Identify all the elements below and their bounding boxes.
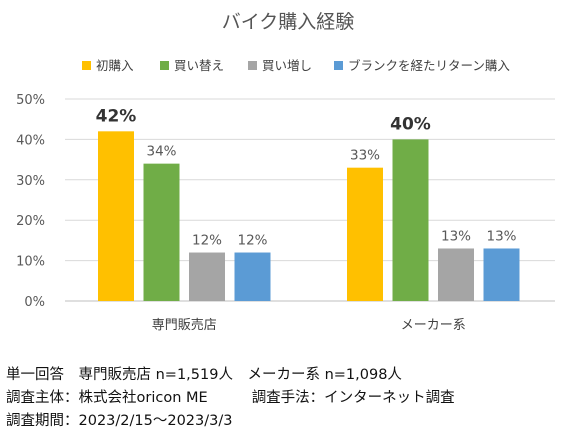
y-tick-label: 10% <box>16 255 45 270</box>
legend-swatch <box>248 61 257 70</box>
footer-notes: 単一回答 専門販売店 n=1,519人 メーカー系 n=1,098人 調査主体：… <box>6 364 576 433</box>
x-tick-label: 専門販売店 <box>152 317 217 333</box>
bar <box>438 248 474 301</box>
bar <box>189 252 225 301</box>
legend-swatch <box>334 61 343 70</box>
legend: 初購入 買い替え 買い増し ブランクを経たリターン購入 <box>82 58 510 73</box>
y-tick-label: 50% <box>16 93 45 108</box>
legend-swatch <box>160 61 169 70</box>
legend-label: ブランクを経たリターン購入 <box>348 58 510 73</box>
data-label: 33% <box>350 148 380 164</box>
footer-survey-organizer: 調査主体：株式会社oricon ME <box>6 390 208 406</box>
bar <box>98 131 134 301</box>
legend-label: 初購入 <box>96 58 134 73</box>
y-tick-label: 40% <box>16 133 45 148</box>
y-axis: 0% 10% 20% 30% 40% 50% <box>16 93 45 310</box>
x-axis: 専門販売店 メーカー系 <box>152 317 466 333</box>
bar <box>234 252 271 301</box>
legend-label: 買い増し <box>262 58 312 73</box>
footer-survey-period: 調査期間：2023/2/15～2023/3/3 <box>6 413 233 429</box>
data-label: 40% <box>390 114 431 134</box>
y-tick-label: 0% <box>24 295 45 310</box>
bar <box>347 167 383 301</box>
footer-survey-method: 調査手法：インターネット調査 <box>251 390 455 406</box>
bars: 42% 34% 12% 12% 33% 40% 13% 13% <box>96 106 520 301</box>
bar <box>392 139 429 301</box>
x-tick-label: メーカー系 <box>401 318 466 333</box>
legend-label: 買い替え <box>174 58 224 73</box>
bar <box>483 248 520 301</box>
footer-sample-size: 単一回答 専門販売店 n=1,519人 メーカー系 n=1,098人 <box>6 367 402 383</box>
bar <box>143 163 180 301</box>
chart-area: バイク購入経験 初購入 買い替え 買い増し ブランクを経たリターン購入 0% 10% 20… <box>16 11 555 333</box>
gridlines <box>65 98 555 302</box>
legend-swatch <box>82 61 91 70</box>
data-label: 13% <box>441 228 471 244</box>
data-label: 13% <box>486 228 516 244</box>
data-label: 42% <box>96 106 137 126</box>
chart-title: バイク購入経験 <box>222 11 355 33</box>
footer-survey-info: 調査主体：株式会社oricon ME 調査手法：インターネット調査 <box>6 387 576 410</box>
data-label: 12% <box>237 233 267 249</box>
data-label: 12% <box>192 233 222 249</box>
data-label: 34% <box>146 144 176 160</box>
y-tick-label: 30% <box>16 174 45 189</box>
y-tick-label: 20% <box>16 214 45 229</box>
